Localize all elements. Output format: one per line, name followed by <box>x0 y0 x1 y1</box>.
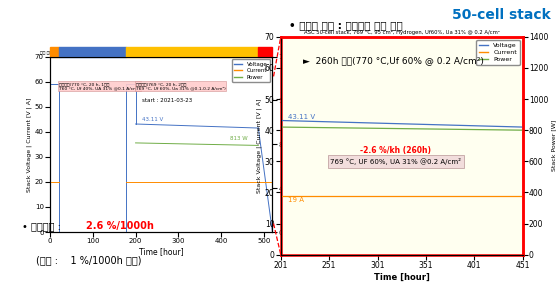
Text: 813 W: 813 W <box>230 136 247 142</box>
Bar <box>126 47 259 57</box>
Y-axis label: Stack Voltage | Current [V | A]: Stack Voltage | Current [V | A] <box>256 98 262 193</box>
Text: RT-cooling: RT-cooling <box>82 50 104 54</box>
Legend: Voltage, Current, Power: Voltage, Current, Power <box>232 59 270 82</box>
Text: 초기운전(769 °C, 20 h, 2단계
769 °C, Uf 60%, Ua 31% @0.1-0.2 A/cm²): 초기운전(769 °C, 20 h, 2단계 769 °C, Uf 60%, U… <box>136 82 225 90</box>
Text: (목표 :    1 %/1000h 이하): (목표 : 1 %/1000h 이하) <box>36 255 142 265</box>
Text: 2.6 %/1000h: 2.6 %/1000h <box>86 221 154 231</box>
Text: 재운전 (over-heat) 제거 이후 재 기능 시험: 재운전 (over-heat) 제거 이후 재 기능 시험 <box>160 50 224 54</box>
Text: -2.6 %/kh (260h): -2.6 %/kh (260h) <box>360 146 431 155</box>
Text: 이벤트 발생: 이벤트 발생 <box>258 50 272 54</box>
Bar <box>50 47 59 57</box>
Title: ASC 50-cell stack, 769 °C, 95 cm², Hydrogen, Uf60%, Ua 31% @ 0.2 A/cm²: ASC 50-cell stack, 769 °C, 95 cm², Hydro… <box>58 49 264 55</box>
Text: • 이벤트 발생 : 매니폴드 절연 실패: • 이벤트 발생 : 매니폴드 절연 실패 <box>289 20 403 30</box>
Bar <box>59 47 126 57</box>
X-axis label: Time [hour]: Time [hour] <box>139 247 183 256</box>
Text: 이전 교류 (break): 이전 교류 (break) <box>40 50 69 54</box>
Y-axis label: Stack Power [W]: Stack Power [W] <box>551 120 556 171</box>
Text: 19 A: 19 A <box>287 198 304 203</box>
Y-axis label: Stack Voltage | Current [V | A]: Stack Voltage | Current [V | A] <box>27 97 32 192</box>
X-axis label: Time [hour]: Time [hour] <box>374 273 430 282</box>
Y-axis label: Stack Power [W]: Stack Power [W] <box>300 119 305 170</box>
Text: 769 °C, UF 60%, UA 31% @0.2 A/cm²: 769 °C, UF 60%, UA 31% @0.2 A/cm² <box>330 158 461 165</box>
Text: • 내구성능 :: • 내구성능 : <box>22 221 64 231</box>
Title: ASC 50-cell stack, 769 °C, 95 cm², Hydrogen, Uf60%, Ua 31% @ 0.2 A/cm²: ASC 50-cell stack, 769 °C, 95 cm², Hydro… <box>304 30 500 35</box>
Text: 50-cell stack: 50-cell stack <box>451 8 550 22</box>
Text: 43.11 V: 43.11 V <box>142 117 163 121</box>
Legend: Voltage, Current, Power: Voltage, Current, Power <box>476 40 519 65</box>
Text: 43.11 V: 43.11 V <box>287 114 315 120</box>
Text: ►  260h 운전(770 °C,Uf 60% @ 0.2 A/cm²): ► 260h 운전(770 °C,Uf 60% @ 0.2 A/cm²) <box>303 57 484 66</box>
Bar <box>259 47 272 57</box>
Text: 초기운전(770 °C, 20 h, 1단계
760 °C, Uf 40%, UA 31% @0.1 A/cm²): 초기운전(770 °C, 20 h, 1단계 760 °C, Uf 40%, U… <box>58 82 140 90</box>
Text: start : 2021-03-23: start : 2021-03-23 <box>142 98 192 103</box>
